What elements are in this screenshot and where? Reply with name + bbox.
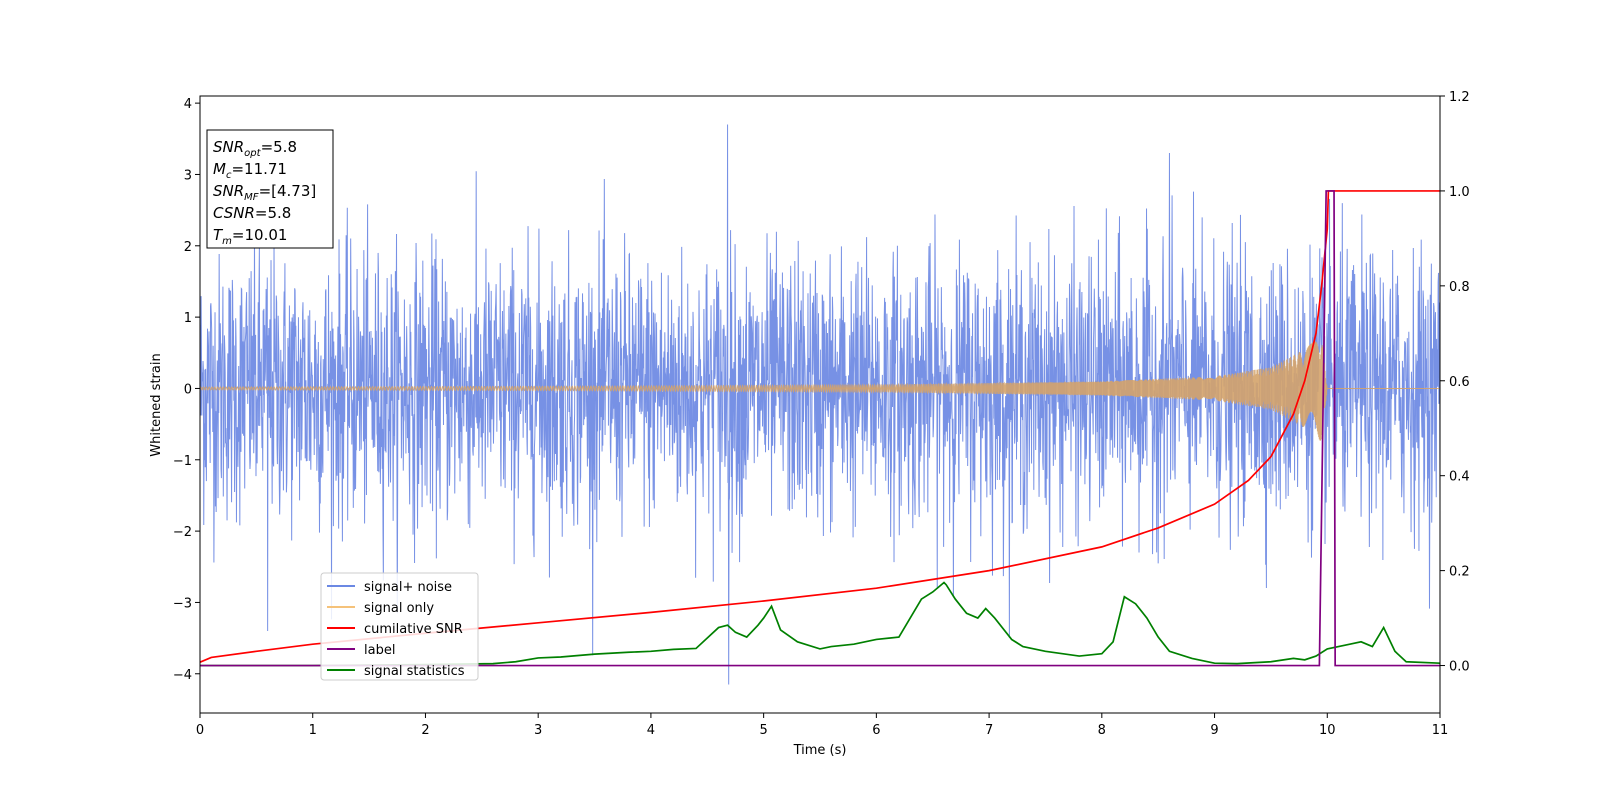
y-left-tick-label: 2 [184,240,192,255]
x-tick-label: 10 [1319,723,1336,738]
signal-only-series [200,341,1440,441]
x-tick-label: 6 [872,723,880,738]
legend-label-signal-noise: signal+ noise [364,580,452,595]
info-line: SNRMF=[4.73] [213,182,316,203]
signal-statistics-line [200,581,1440,667]
y-left-tick-label: 1 [184,311,192,326]
legend: signal+ noise signal only cumilative SNR la… [320,572,479,681]
y-axis-label: Whitened strain [149,353,164,456]
y-right-tick-label: 0.8 [1449,280,1470,295]
plot-frame [199,95,1441,714]
y-left-tick-label: 3 [184,168,192,183]
right-y-axis: 1.2 1.0 0.8 0.6 0.4 0.2 0.0 [1440,90,1470,675]
signal-only-line [200,341,1440,441]
x-tick-label: 3 [534,723,542,738]
y-left-tick-label: −1 [173,454,192,469]
y-left-tick-label: −4 [173,668,192,683]
y-right-tick-label: 1.0 [1449,185,1470,200]
y-left-tick-label: −3 [173,596,192,611]
x-axis: 0 1 2 3 4 5 6 7 8 9 10 11 [196,713,1448,738]
x-tick-label: 11 [1432,723,1449,738]
y-right-tick-label: 0.0 [1449,660,1470,675]
x-tick-label: 4 [647,723,655,738]
y-left-tick-label: 4 [184,97,192,112]
x-tick-label: 0 [196,723,204,738]
x-tick-label: 5 [759,723,767,738]
y-right-tick-label: 0.6 [1449,375,1470,390]
legend-label-signal-only: signal only [364,601,434,616]
x-tick-label: 1 [309,723,317,738]
legend-label-cumilative-snr: cumilative SNR [364,622,463,637]
info-line: SNRopt=5.8 [213,138,297,159]
label-line [200,190,1440,667]
y-right-tick-label: 1.2 [1449,90,1470,105]
y-right-tick-label: 0.2 [1449,565,1470,580]
info-line: Mc=11.71 [213,160,287,181]
x-tick-label: 8 [1098,723,1106,738]
info-line: Tm=10.01 [213,226,287,247]
legend-frame [320,572,479,681]
x-tick-label: 2 [421,723,429,738]
legend-label-label: label [364,643,395,658]
x-axis-label: Time (s) [793,743,847,758]
y-left-tick-label: 0 [184,382,192,397]
info-box-frame [206,129,334,249]
legend-label-signal-statistics: signal statistics [364,664,465,679]
y-right-tick-label: 0.4 [1449,470,1470,485]
x-tick-label: 9 [1210,723,1218,738]
y-left-tick-label: −2 [173,525,192,540]
x-tick-label: 7 [985,723,993,738]
info-line: CSNR=5.8 [213,204,291,222]
left-y-axis: 4 3 2 1 0 −1 −2 −3 −4 [173,97,200,683]
